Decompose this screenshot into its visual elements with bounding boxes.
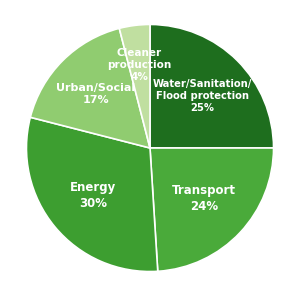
- Text: Transport
24%: Transport 24%: [172, 184, 236, 213]
- Wedge shape: [30, 28, 150, 148]
- Wedge shape: [150, 25, 274, 148]
- Text: Cleaner
production
4%: Cleaner production 4%: [107, 48, 172, 82]
- Text: Urban/Social
17%: Urban/Social 17%: [56, 83, 135, 105]
- Text: Water/Sanitation/
Flood protection
25%: Water/Sanitation/ Flood protection 25%: [153, 78, 252, 112]
- Wedge shape: [119, 25, 150, 148]
- Wedge shape: [150, 148, 274, 271]
- Wedge shape: [26, 117, 158, 271]
- Text: Energy
30%: Energy 30%: [70, 181, 116, 210]
